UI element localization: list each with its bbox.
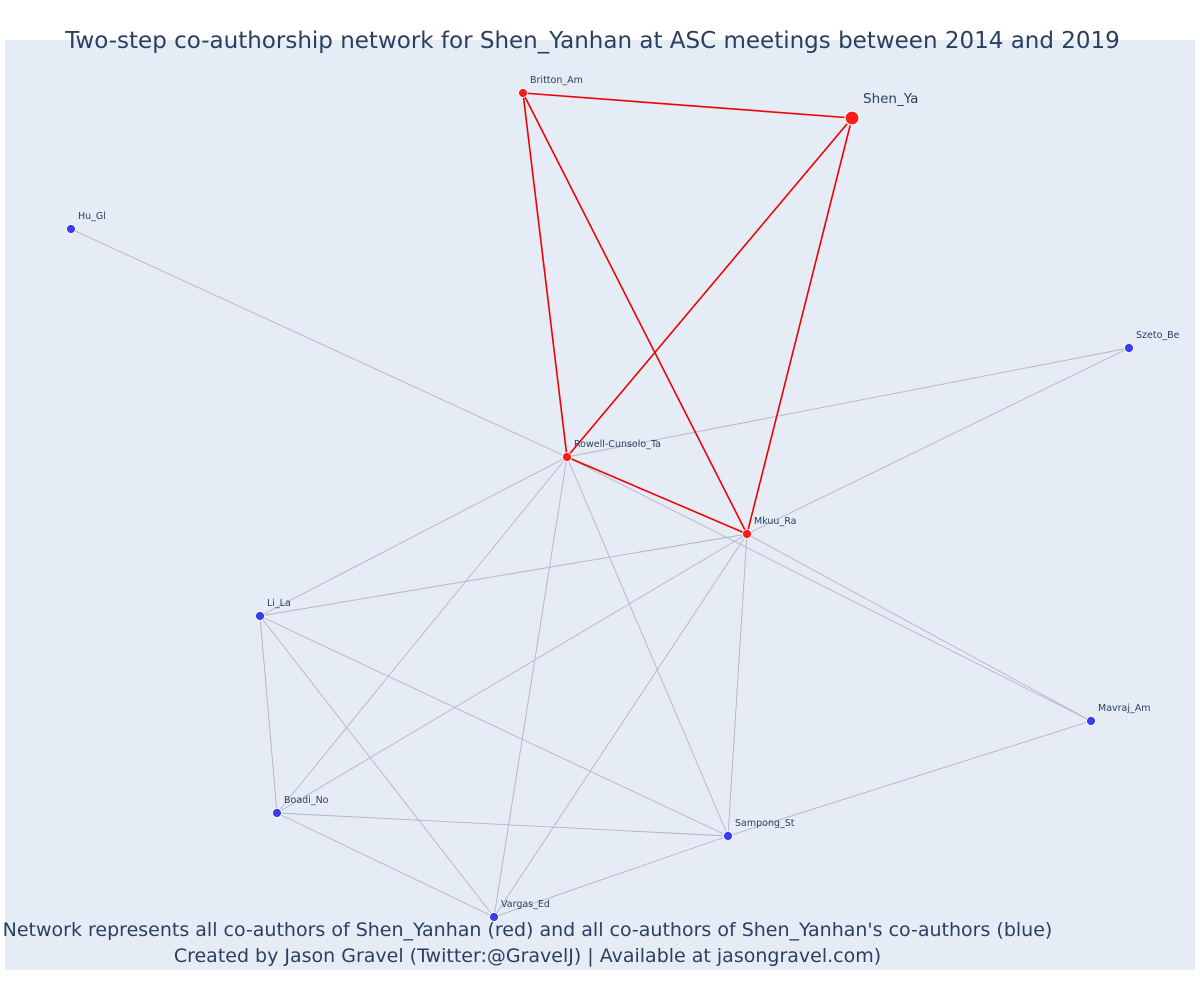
edge-indirect-Rowell-Cunsolo_Ta-Vargas_Ed: [493, 456, 568, 918]
node-label: Mavraj_Am: [1098, 703, 1151, 714]
node-marker[interactable]: [844, 110, 860, 126]
edge-indirect-Rowell-Cunsolo_Ta-Boadi_No: [276, 456, 568, 814]
edge-indirect-Boadi_No-Vargas_Ed: [276, 812, 495, 918]
edge-indirect-Mkuu_Ra-Li_La: [259, 533, 748, 617]
node-label: Sampong_St: [735, 818, 795, 829]
edge-indirect-Rowell-Cunsolo_Ta-Sampong_St: [566, 456, 729, 837]
edge-direct-Britton_Am-Mkuu_Ra: [522, 92, 748, 535]
edge-indirect-Mkuu_Ra-Boadi_No: [276, 533, 748, 814]
node-label: Vargas_Ed: [501, 899, 550, 910]
node-marker[interactable]: [489, 912, 499, 922]
edge-indirect-Boadi_No-Sampong_St: [276, 812, 729, 837]
plot-background: [5, 40, 1195, 970]
edge-indirect-Mkuu_Ra-Mavraj_Am: [746, 533, 1092, 722]
edge-indirect-Szeto_Be-Mkuu_Ra: [746, 347, 1130, 535]
node-label: Szeto_Be: [1136, 330, 1180, 341]
edges-layer: [70, 92, 1130, 918]
node-marker[interactable]: [255, 611, 265, 621]
node-marker[interactable]: [723, 831, 733, 841]
node-marker[interactable]: [518, 88, 528, 98]
node-marker[interactable]: [66, 224, 76, 234]
node-label: Li_La: [267, 598, 291, 609]
footer-credit: Created by Jason Gravel (Twitter:@Gravel…: [173, 945, 882, 967]
edge-indirect-Rowell-Cunsolo_Ta-Mavraj_Am: [566, 456, 1092, 722]
edge-indirect-Mkuu_Ra-Sampong_St: [727, 533, 748, 837]
edge-indirect-Sampong_St-Mavraj_Am: [727, 720, 1092, 837]
edge-indirect-Mkuu_Ra-Vargas_Ed: [493, 533, 748, 918]
edge-indirect-Szeto_Be-Rowell-Cunsolo_Ta: [566, 347, 1130, 458]
node-label: Rowell-Cunsolo_Ta: [574, 439, 661, 450]
edge-indirect-Rowell-Cunsolo_Ta-Li_La: [259, 456, 568, 617]
edge-indirect-Li_La-Sampong_St: [259, 615, 729, 837]
edge-indirect-Li_La-Boadi_No: [259, 615, 278, 814]
node-marker[interactable]: [562, 452, 572, 462]
edge-direct-Shen_Ya-Rowell-Cunsolo_Ta: [566, 117, 853, 458]
node-marker[interactable]: [1086, 716, 1096, 726]
node-label: Britton_Am: [530, 75, 583, 86]
nodes-layer: Shen_Ya Britton_Am Rowell-Cunsolo_Ta Mkuu_R…: [66, 75, 1180, 922]
edge-indirect-Hu_Gl-Rowell-Cunsolo_Ta: [70, 228, 568, 458]
node-label: Mkuu_Ra: [754, 516, 796, 527]
footer-description: Network represents all co-authors of She…: [2, 919, 1053, 941]
edge-direct-Shen_Ya-Mkuu_Ra: [746, 117, 853, 535]
edge-direct-Britton_Am-Rowell-Cunsolo_Ta: [522, 92, 568, 458]
node-label: Hu_Gl: [78, 211, 106, 222]
node-marker[interactable]: [742, 529, 752, 539]
node-label: Shen_Ya: [863, 91, 918, 107]
edge-direct-Rowell-Cunsolo_Ta-Mkuu_Ra: [566, 456, 748, 535]
node-label: Boadi_No: [284, 795, 329, 806]
edge-direct-Britton_Am-Shen_Ya: [522, 92, 853, 119]
edge-indirect-Li_La-Vargas_Ed: [259, 615, 495, 918]
edge-indirect-Vargas_Ed-Sampong_St: [493, 835, 729, 918]
node-marker[interactable]: [272, 808, 282, 818]
node-marker[interactable]: [1124, 343, 1134, 353]
chart-title: Two-step co-authorship network for Shen_…: [65, 28, 1120, 54]
